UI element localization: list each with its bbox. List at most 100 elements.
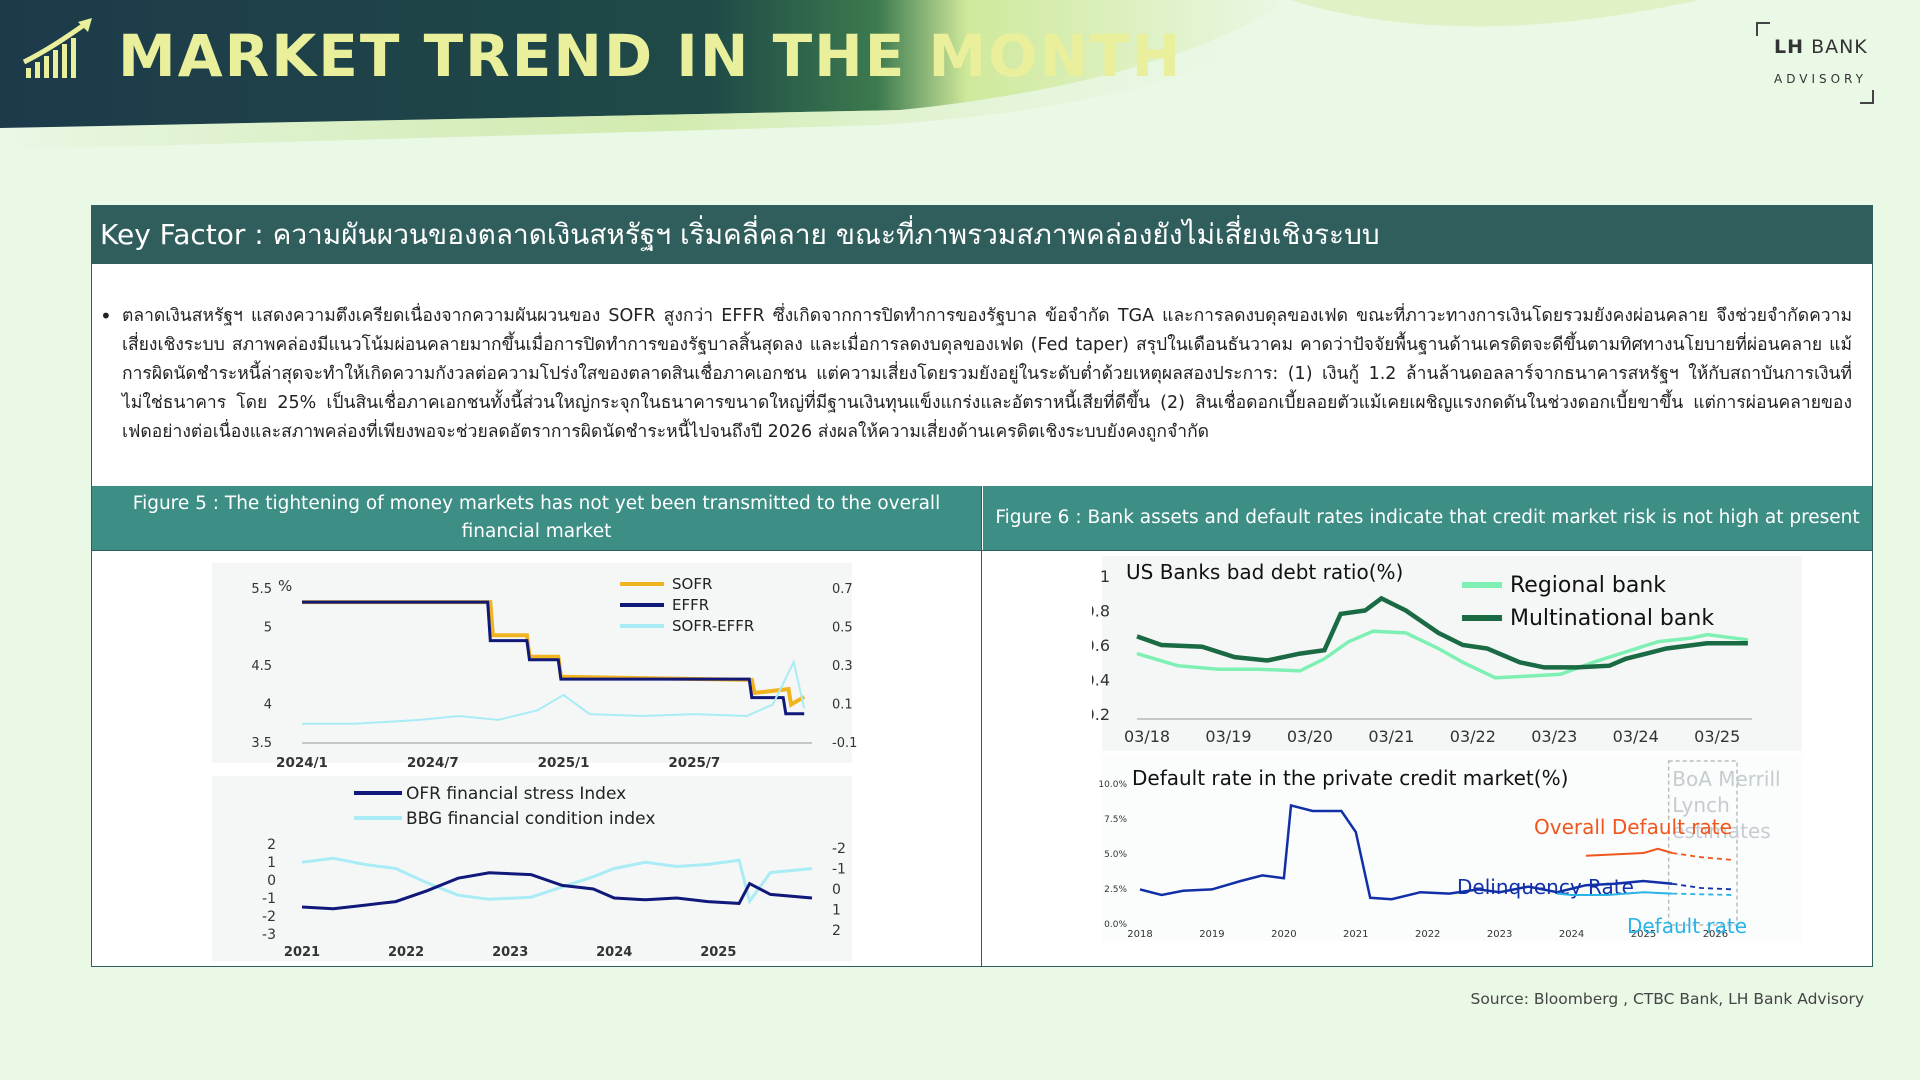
default-series-line	[1585, 847, 1673, 857]
default-y-tick: 2.5%	[1104, 885, 1127, 895]
private-credit-default-chart: 10.0% 7.5% 5.0% 2.5% 0.0%2018 2019 2020 2021 202…	[1098, 756, 1802, 941]
estimate-annotation: Lynch	[1672, 793, 1730, 817]
bad-debt-x-tick: 03/22	[1450, 727, 1496, 746]
logo-advisory-text: ADVISORY	[1774, 72, 1867, 86]
default-series-label: Default rate	[1627, 914, 1747, 938]
stress-y-left-tick: 2	[267, 837, 276, 853]
sofr-y-right-tick: 0.3	[832, 659, 853, 674]
stress-chart-bg	[212, 776, 852, 961]
bullet-marker: •	[100, 304, 112, 328]
default-chart-bg	[1102, 756, 1802, 941]
key-factor-title: Key Factor : ความผันผวนของตลาดเงินสหรัฐฯ…	[92, 206, 1872, 264]
stress-y-left-tick: 1	[267, 855, 276, 871]
default-series-line	[1557, 891, 1673, 896]
bad-debt-x-tick: 03/19	[1205, 727, 1251, 746]
bad-debt-x-tick: 03/20	[1287, 727, 1333, 746]
bad-debt-series-line	[1136, 629, 1749, 680]
sofr-y-left-tick: 5	[264, 621, 272, 636]
page-header: MARKET TREND IN THE MONTH LH BANK ADVISO…	[0, 0, 1920, 160]
bad-debt-x-tick: 03/18	[1124, 727, 1170, 746]
sofr-legend-label: SOFR-EFFR	[672, 617, 754, 635]
estimate-box	[1667, 760, 1738, 926]
sofr-y-right-tick: 0.7	[832, 582, 853, 597]
default-x-tick: 2025	[1631, 929, 1656, 940]
default-x-tick: 2022	[1415, 929, 1440, 940]
header-background	[0, 0, 1700, 150]
estimate-annotation: BoA Merrill	[1672, 767, 1780, 791]
stress-y-right-tick: 2	[832, 923, 841, 939]
page-title: MARKET TREND IN THE MONTH	[118, 22, 1183, 90]
sofr-x-tick: 2025/7	[668, 755, 720, 771]
estimate-annotation: estimates	[1672, 819, 1770, 843]
default-x-tick: 2019	[1199, 929, 1224, 940]
sofr-y-unit: %	[278, 577, 292, 595]
sofr-y-left-tick: 4.5	[251, 659, 272, 674]
lh-bank-logo: LH BANK ADVISORY	[1756, 22, 1874, 104]
sofr-y-right-tick: 0.5	[832, 621, 853, 636]
default-y-tick: 10.0%	[1098, 780, 1127, 790]
bad-debt-chart-bg	[1102, 556, 1802, 751]
bad-debt-y-tick: 1	[1100, 567, 1110, 586]
figure5-caption: Figure 5 : The tightening of money marke…	[92, 486, 981, 550]
default-series-estimate	[1672, 892, 1734, 896]
default-y-tick: 5.0%	[1104, 850, 1127, 860]
stress-series-line	[301, 871, 813, 911]
sofr-legend-label: EFFR	[672, 596, 709, 614]
stress-y-left-tick: 0	[267, 873, 276, 889]
sofr-y-right-tick: -0.1	[832, 736, 857, 751]
logo-bank-text: BANK	[1811, 36, 1868, 58]
default-x-tick: 2018	[1127, 929, 1152, 940]
sofr-y-right-tick: 0.1	[832, 698, 853, 713]
bad-debt-x-tick: 03/23	[1531, 727, 1577, 746]
sofr-series-line	[302, 600, 805, 716]
stress-y-right-tick: 0	[832, 882, 841, 898]
chart-growth-icon	[22, 18, 92, 78]
figure-header-divider	[92, 550, 1872, 551]
sofr-series-line	[302, 659, 806, 725]
bad-debt-y-tick: 0.4	[1092, 671, 1110, 690]
logo-lh-text: LH	[1774, 36, 1805, 58]
sofr-y-left-tick: 4	[264, 698, 272, 713]
bad-debt-title: US Banks bad debt ratio(%)	[1126, 560, 1403, 584]
stress-series-line	[301, 856, 813, 905]
stress-x-tick: 2022	[388, 945, 424, 960]
stress-x-tick: 2021	[284, 945, 320, 960]
stress-y-left-tick: -2	[262, 909, 276, 925]
stress-x-tick: 2024	[596, 945, 632, 960]
bad-debt-y-tick: 0.6	[1092, 636, 1110, 655]
stress-y-right-tick: 1	[832, 903, 841, 919]
sofr-y-left-tick: 5.5	[251, 582, 272, 597]
stress-index-chart: 2 1 0 -1 -2 -3 -2 -1 0 1 2 2021 2022 2023 2024 2025 OFR …	[212, 776, 852, 961]
stress-y-left-tick: -3	[262, 927, 276, 943]
default-x-tick: 2021	[1343, 929, 1368, 940]
default-title: Default rate in the private credit marke…	[1132, 766, 1568, 790]
default-series-line	[1139, 803, 1673, 901]
stress-y-right-tick: -2	[832, 841, 846, 857]
stress-x-tick: 2025	[700, 945, 736, 960]
default-series-estimate	[1672, 852, 1734, 861]
sofr-chart-bg	[212, 563, 852, 763]
sofr-legend-label: SOFR	[672, 575, 712, 593]
bad-debt-chart: 1 0.8 0.6 0.4 0.2 03/18 03/19 03/20 03/21 03/22 03…	[1092, 556, 1802, 751]
stress-legend-label: BBG financial condition index	[406, 809, 655, 829]
sofr-effr-chart: 5.5 5 4.5 4 3.5 0.7 0.5 0.3 0.1 -0.1% 2024/1 2024/7…	[212, 563, 857, 771]
default-y-tick: 0.0%	[1104, 920, 1127, 930]
bad-debt-x-tick: 03/21	[1368, 727, 1414, 746]
sofr-x-tick: 2024/1	[276, 755, 328, 771]
default-series-label: Overall Default rate	[1534, 815, 1732, 839]
sofr-x-tick: 2024/7	[407, 755, 459, 771]
default-series-estimate	[1672, 882, 1734, 891]
default-x-tick: 2026	[1703, 929, 1728, 940]
bad-debt-series-line	[1136, 595, 1748, 670]
figure-divider	[981, 486, 982, 966]
default-x-tick: 2023	[1487, 929, 1512, 940]
stress-x-tick: 2023	[492, 945, 528, 960]
bad-debt-legend-label: Regional bank	[1510, 573, 1666, 598]
bad-debt-y-tick: 0.2	[1092, 705, 1110, 724]
stress-y-right-tick: -1	[832, 862, 846, 878]
default-x-tick: 2024	[1559, 929, 1584, 940]
bad-debt-x-tick: 03/25	[1694, 727, 1740, 746]
bad-debt-x-tick: 03/24	[1613, 727, 1659, 746]
key-factor-bullet: ตลาดเงินสหรัฐฯ แสดงความตึงเครียดเนื่องจา…	[122, 306, 1852, 442]
stress-y-left-tick: -1	[262, 891, 276, 907]
